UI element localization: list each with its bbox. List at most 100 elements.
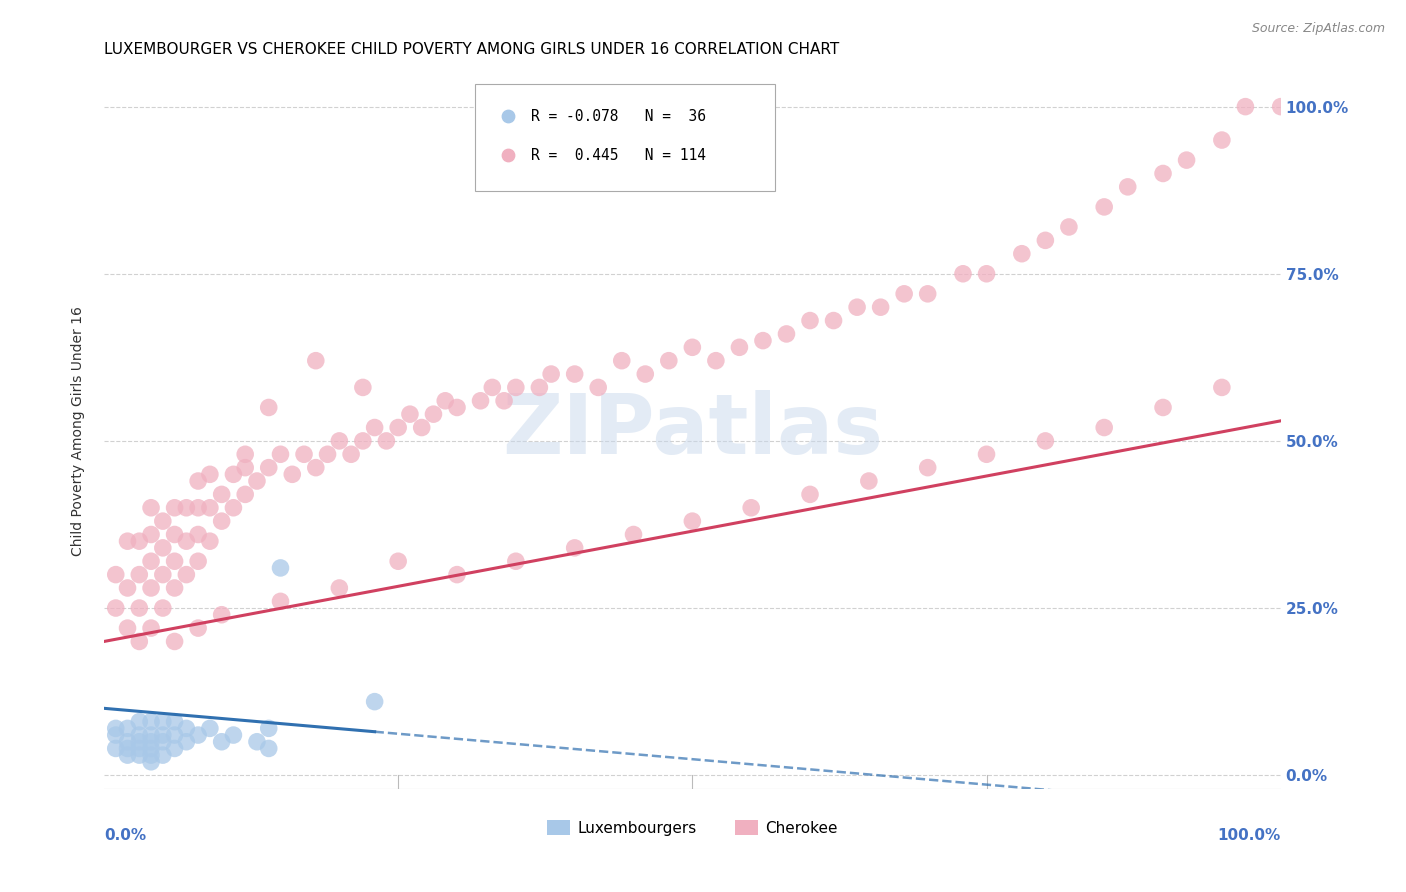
Point	[270, 447, 292, 461]
Point	[128, 748, 150, 763]
Point	[211, 487, 233, 501]
Point	[117, 735, 139, 749]
Point	[411, 420, 433, 434]
Point	[152, 748, 174, 763]
Point	[823, 313, 845, 327]
Point	[586, 380, 609, 394]
Point	[270, 561, 292, 575]
Point	[494, 393, 516, 408]
Point	[328, 581, 350, 595]
Point	[117, 741, 139, 756]
Point	[104, 567, 127, 582]
Point	[163, 527, 186, 541]
Point	[152, 714, 174, 729]
Point	[198, 722, 221, 736]
Point	[139, 748, 162, 763]
Point	[152, 567, 174, 582]
Text: 100.0%: 100.0%	[1218, 828, 1281, 843]
Point	[681, 514, 703, 528]
Point	[222, 500, 245, 515]
Point	[246, 474, 269, 488]
Point	[222, 728, 245, 742]
Point	[496, 177, 519, 191]
Point	[152, 735, 174, 749]
Point	[305, 353, 328, 368]
Point	[198, 500, 221, 515]
Text: 0.0%: 0.0%	[104, 828, 146, 843]
Point	[139, 735, 162, 749]
Point	[152, 514, 174, 528]
Point	[328, 434, 350, 448]
Point	[363, 420, 385, 434]
Point	[117, 748, 139, 763]
FancyBboxPatch shape	[475, 84, 775, 191]
Point	[799, 313, 821, 327]
Point	[257, 460, 280, 475]
Point	[1234, 100, 1257, 114]
Point	[1211, 380, 1233, 394]
Point	[446, 401, 468, 415]
Point	[529, 380, 551, 394]
Point	[352, 434, 374, 448]
Point	[952, 267, 974, 281]
Point	[104, 601, 127, 615]
Point	[233, 447, 256, 461]
Point	[128, 728, 150, 742]
Point	[187, 500, 209, 515]
Point	[139, 554, 162, 568]
Point	[292, 447, 315, 461]
Point	[740, 500, 762, 515]
Point	[128, 601, 150, 615]
Point	[163, 741, 186, 756]
Point	[434, 393, 457, 408]
Point	[1211, 133, 1233, 147]
Text: Source: ZipAtlas.com: Source: ZipAtlas.com	[1251, 22, 1385, 36]
Point	[198, 534, 221, 549]
Point	[281, 467, 304, 482]
Point	[481, 380, 503, 394]
Point	[305, 460, 328, 475]
Point	[139, 500, 162, 515]
Point	[187, 474, 209, 488]
Point	[363, 695, 385, 709]
Point	[117, 621, 139, 635]
Point	[1011, 246, 1033, 260]
Point	[187, 728, 209, 742]
Point	[564, 367, 586, 381]
Point	[1092, 420, 1115, 434]
Point	[387, 420, 409, 434]
Point	[775, 326, 797, 341]
Point	[139, 714, 162, 729]
Point	[846, 300, 869, 314]
Point	[139, 755, 162, 769]
Point	[211, 514, 233, 528]
Point	[917, 460, 939, 475]
Point	[139, 581, 162, 595]
Point	[257, 722, 280, 736]
Text: R =  0.445   N = 114: R = 0.445 N = 114	[531, 148, 706, 163]
Point	[176, 500, 198, 515]
Point	[1092, 200, 1115, 214]
Point	[270, 594, 292, 608]
Point	[316, 447, 339, 461]
Point	[117, 581, 139, 595]
Point	[1035, 434, 1057, 448]
Point	[152, 541, 174, 555]
Point	[917, 286, 939, 301]
Point	[128, 534, 150, 549]
Point	[1116, 179, 1139, 194]
Point	[128, 735, 150, 749]
Point	[104, 722, 127, 736]
Point	[658, 353, 681, 368]
Point	[163, 728, 186, 742]
Point	[470, 393, 492, 408]
Point	[1175, 153, 1198, 168]
Point	[728, 340, 751, 354]
Point	[198, 467, 221, 482]
Point	[163, 714, 186, 729]
Point	[752, 334, 775, 348]
Point	[387, 554, 409, 568]
Point	[610, 353, 633, 368]
Point	[152, 601, 174, 615]
Point	[976, 447, 998, 461]
